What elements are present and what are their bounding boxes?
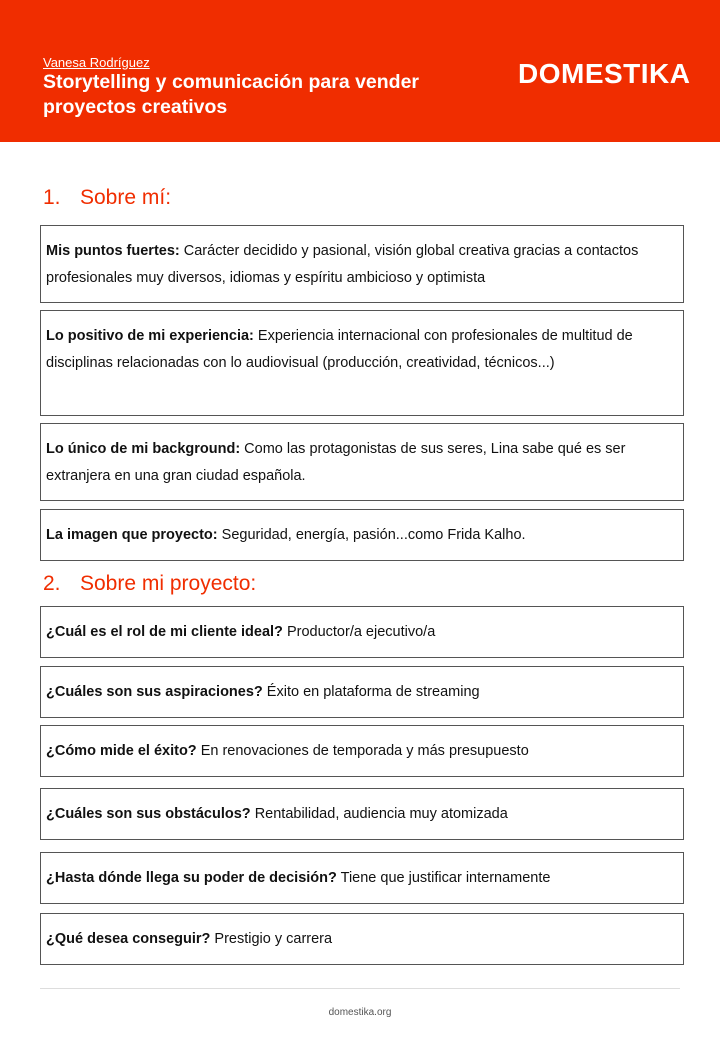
section-title: Sobre mi proyecto: bbox=[80, 572, 257, 595]
question-label: Lo único de mi background: bbox=[46, 441, 241, 457]
question-label: ¿Qué desea conseguir? bbox=[46, 931, 211, 947]
question-label: ¿Cuáles son sus aspiraciones? bbox=[46, 684, 263, 700]
question-label: Lo positivo de mi experiencia: bbox=[46, 328, 254, 344]
answer-box: Lo positivo de mi experiencia: Experienc… bbox=[40, 310, 684, 416]
domestika-logo: DOMESTIKA bbox=[518, 58, 691, 89]
answer-text: Como las protagonistas de sus seres, Lin… bbox=[46, 441, 626, 484]
course-title: Storytelling y comunicación para vender … bbox=[43, 71, 420, 118]
answer-text: En renovaciones de temporada y más presu… bbox=[196, 743, 529, 759]
answer-text: Productor/a ejecutivo/a bbox=[282, 624, 436, 640]
section-number: 2. bbox=[43, 572, 61, 595]
question-label: Mis puntos fuertes: bbox=[46, 243, 180, 259]
footer-url[interactable]: domestika.org bbox=[328, 1007, 392, 1018]
answer-box: ¿Cuáles son sus aspiraciones? Éxito en p… bbox=[40, 666, 684, 718]
answer-box: Mis puntos fuertes: Carácter decidido y … bbox=[40, 225, 684, 303]
question-label: ¿Hasta dónde llega su poder de decisión? bbox=[46, 870, 337, 886]
answer-box: Lo único de mi background: Como las prot… bbox=[40, 423, 684, 501]
answer-box: ¿Hasta dónde llega su poder de decisión?… bbox=[40, 852, 684, 904]
answer-text: Experiencia internacional con profesiona… bbox=[46, 328, 633, 371]
answer-box: ¿Cuál es el rol de mi cliente ideal? Pro… bbox=[40, 606, 684, 658]
section-number: 1. bbox=[43, 186, 61, 209]
question-label: ¿Cuáles son sus obstáculos? bbox=[46, 806, 251, 822]
footer-divider bbox=[40, 988, 680, 989]
question-label: ¿Cuál es el rol de mi cliente ideal? bbox=[46, 624, 283, 640]
answer-box: La imagen que proyecto: Seguridad, energ… bbox=[40, 509, 684, 561]
header: Vanesa Rodríguez Storytelling y comunica… bbox=[0, 0, 720, 142]
section-heading: 2. Sobre mi proyecto: bbox=[43, 572, 256, 596]
answer-text: Éxito en plataforma de streaming bbox=[262, 684, 480, 700]
question-label: ¿Cómo mide el éxito? bbox=[46, 743, 197, 759]
section-title: Sobre mí: bbox=[80, 186, 172, 209]
answer-box: ¿Qué desea conseguir? Prestigio y carrer… bbox=[40, 913, 684, 965]
answer-box: ¿Cuáles son sus obstáculos? Rentabilidad… bbox=[40, 788, 684, 840]
section-heading: 1. Sobre mí: bbox=[43, 186, 171, 210]
question-label: La imagen que proyecto: bbox=[46, 527, 218, 543]
answer-text: Seguridad, energía, pasión...como Frida … bbox=[217, 527, 526, 543]
answer-text: Rentabilidad, audiencia muy atomizada bbox=[250, 806, 508, 822]
answer-text: Prestigio y carrera bbox=[210, 931, 333, 947]
author-link[interactable]: Vanesa Rodríguez bbox=[43, 55, 150, 70]
answer-box: ¿Cómo mide el éxito? En renovaciones de … bbox=[40, 725, 684, 777]
answer-text: Tiene que justificar internamente bbox=[336, 870, 551, 886]
answer-text: Carácter decidido y pasional, visión glo… bbox=[46, 243, 639, 286]
